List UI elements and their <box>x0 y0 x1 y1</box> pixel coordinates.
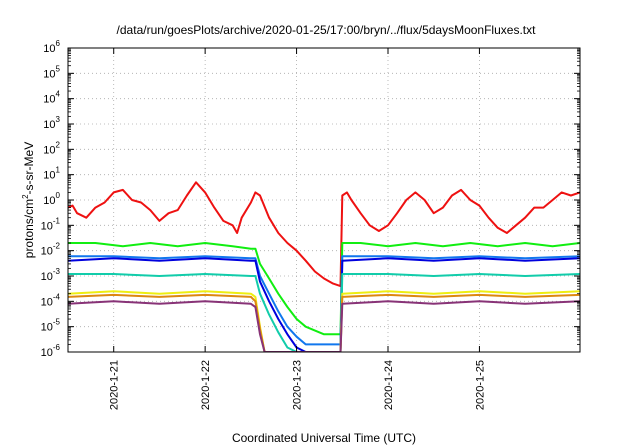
y-axis: 10-610-510-410-310-210-11001011021031041… <box>41 39 580 359</box>
x-axis: 2020-1-21 2020-1-22 2020-1-23 2020-1-24 2020… <box>109 48 486 410</box>
y-tick-label-exp: -1 <box>53 216 61 225</box>
series-line-6 <box>68 290 580 352</box>
x-tick-label: 2020-1-21 <box>109 360 121 410</box>
y-tick-label: 105 <box>43 64 60 80</box>
x-axis-label: Coordinated Universal Time (UTC) <box>232 431 416 445</box>
y-tick-label-exp: 3 <box>56 115 61 124</box>
y-tick-label: 103 <box>43 115 60 131</box>
y-tick-label-exp: 4 <box>56 90 61 99</box>
series-line-8 <box>68 300 580 352</box>
series-line-7 <box>68 293 580 352</box>
y-tick-label: 10-6 <box>41 343 61 359</box>
y-tick-label-base: 10 <box>41 296 53 308</box>
y-tick-label: 10-3 <box>41 267 61 283</box>
grid <box>68 48 580 352</box>
y-tick-label: 106 <box>43 39 60 55</box>
y-axis-label: protons/cm2-s-sr-MeV <box>21 142 36 258</box>
y-tick-label-exp: 2 <box>56 140 61 149</box>
y-tick-label-base: 10 <box>43 119 55 131</box>
y-tick-label-exp: 0 <box>56 191 61 200</box>
y-tick-label-exp: 5 <box>56 64 61 73</box>
y-tick-label: 104 <box>43 90 60 106</box>
series-layer <box>68 181 580 352</box>
y-tick-label: 100 <box>43 191 60 207</box>
y-tick-label-exp: -3 <box>53 267 61 276</box>
y-tick-label-exp: -6 <box>53 343 61 352</box>
y-tick-label-base: 10 <box>43 170 55 182</box>
y-tick-label: 10-4 <box>41 292 61 308</box>
y-tick-label-base: 10 <box>43 144 55 156</box>
y-tick-label-base: 10 <box>43 195 55 207</box>
y-tick-label-base: 10 <box>43 68 55 80</box>
y-tick-label-exp: -5 <box>53 318 61 327</box>
x-tick-label: 2020-1-24 <box>383 360 395 410</box>
y-tick-label-exp: -2 <box>53 242 61 251</box>
x-tick-label: 2020-1-22 <box>200 360 212 410</box>
y-tick-label-base: 10 <box>41 322 53 334</box>
series-line-4 <box>68 257 580 352</box>
y-tick-label: 10-1 <box>41 216 61 232</box>
y-tick-label: 10-2 <box>41 242 61 258</box>
series-line-5 <box>68 273 580 352</box>
y-axis-label-exp: 2 <box>21 194 30 199</box>
y-tick-label-base: 10 <box>43 43 55 55</box>
y-tick-label-exp: -4 <box>53 292 61 301</box>
y-axis-label-base: protons/cm <box>22 199 36 258</box>
y-axis-label-tail: -s-sr-MeV <box>22 142 36 195</box>
series-line-3 <box>68 255 580 346</box>
y-tick-label-base: 10 <box>43 94 55 106</box>
y-tick-label-base: 10 <box>41 347 53 359</box>
y-tick-label-base: 10 <box>41 271 53 283</box>
series-line-1 <box>68 181 580 288</box>
y-tick-label-exp: 6 <box>56 39 61 48</box>
y-tick-label: 10-5 <box>41 318 61 334</box>
chart-title: /data/run/goesPlots/archive/2020-01-25/1… <box>117 23 537 37</box>
x-tick-label: 2020-1-23 <box>292 360 304 410</box>
y-tick-label: 102 <box>43 140 60 156</box>
series-line-2 <box>68 242 580 336</box>
y-tick-label-base: 10 <box>41 220 53 232</box>
x-tick-label: 2020-1-25 <box>474 360 486 410</box>
y-tick-label-base: 10 <box>41 246 53 258</box>
y-tick-label-exp: 1 <box>56 166 61 175</box>
y-tick-label: 101 <box>43 166 60 182</box>
